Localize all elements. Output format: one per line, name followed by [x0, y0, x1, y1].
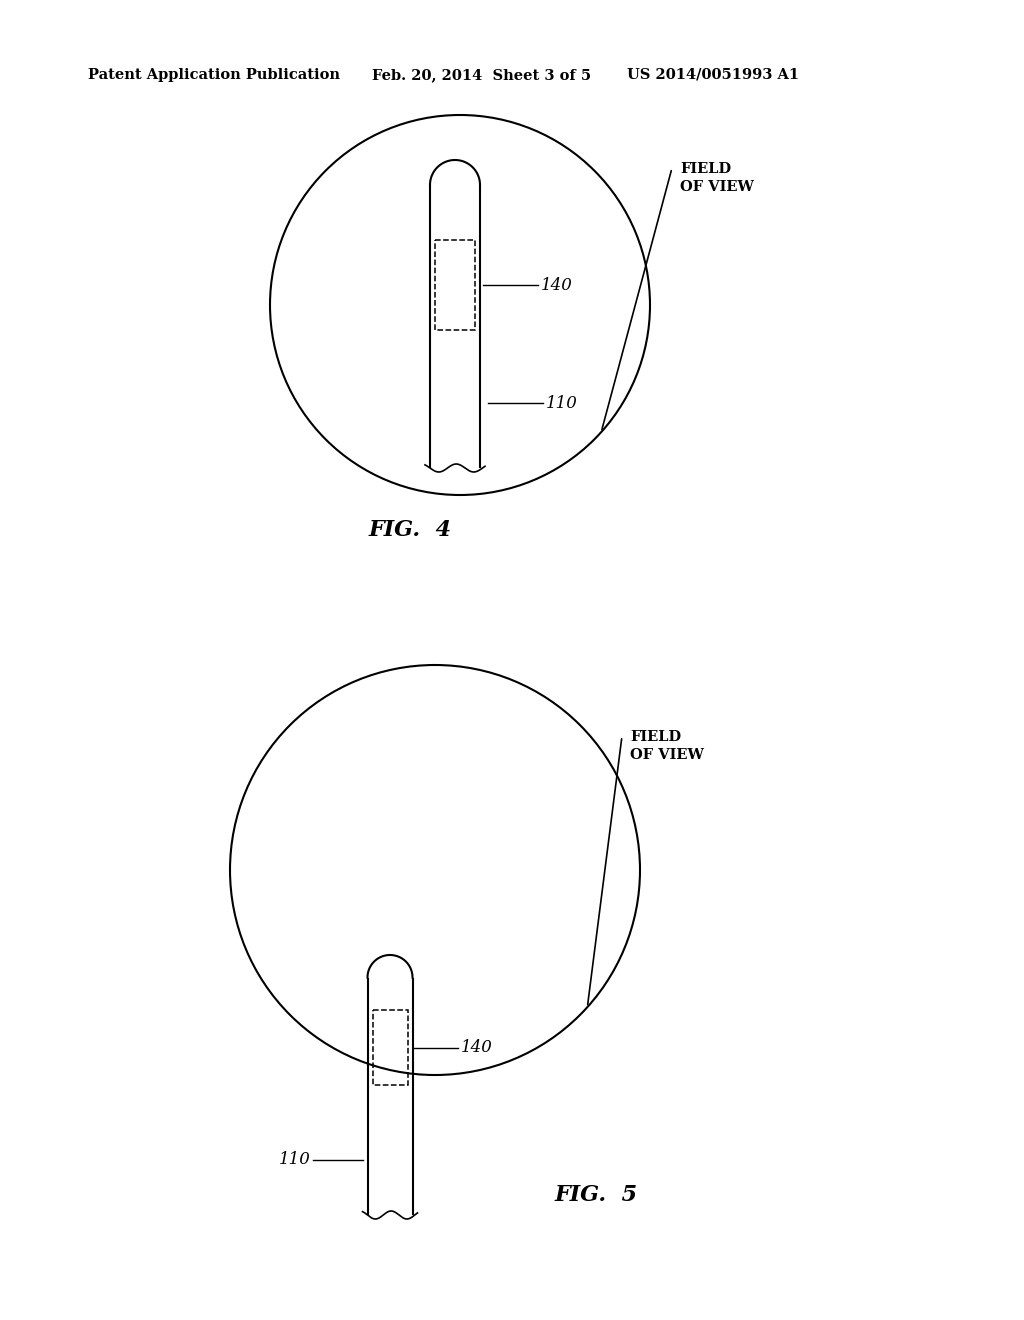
- Text: 140: 140: [541, 276, 572, 293]
- Text: FIG.  5: FIG. 5: [555, 1184, 638, 1206]
- Text: 140: 140: [461, 1039, 493, 1056]
- Text: 110: 110: [279, 1151, 310, 1168]
- Text: Feb. 20, 2014  Sheet 3 of 5: Feb. 20, 2014 Sheet 3 of 5: [372, 69, 591, 82]
- Text: FIELD
OF VIEW: FIELD OF VIEW: [680, 162, 754, 194]
- Text: 110: 110: [546, 395, 578, 412]
- Text: FIG.  4: FIG. 4: [369, 519, 452, 541]
- Text: Patent Application Publication: Patent Application Publication: [88, 69, 340, 82]
- Bar: [373, 1010, 408, 1085]
- Text: US 2014/0051993 A1: US 2014/0051993 A1: [627, 69, 799, 82]
- Bar: [435, 240, 475, 330]
- Text: FIELD
OF VIEW: FIELD OF VIEW: [630, 730, 703, 763]
